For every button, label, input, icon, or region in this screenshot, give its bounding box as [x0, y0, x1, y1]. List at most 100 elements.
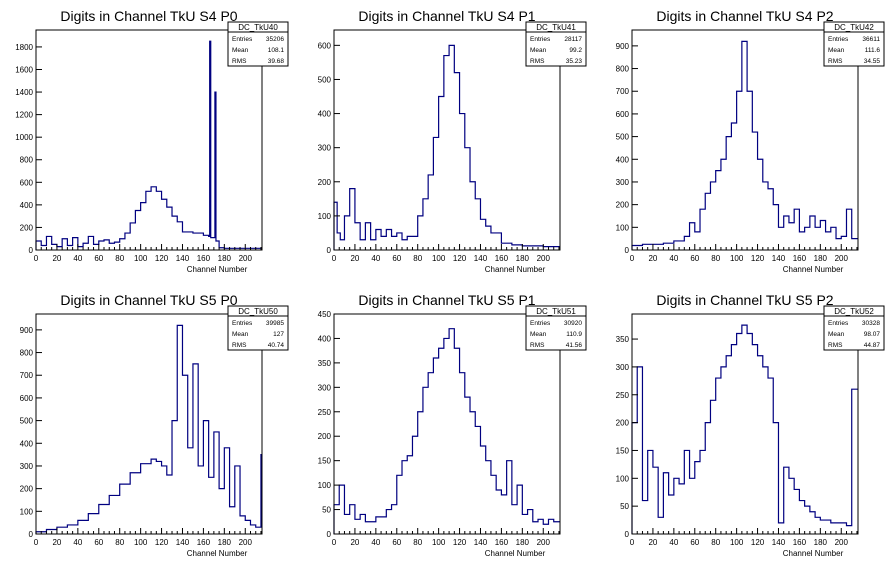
- y-tick-label: 250: [616, 391, 630, 400]
- x-tick-label: 0: [630, 254, 635, 263]
- x-tick-label: 40: [371, 538, 380, 547]
- y-tick-label: 300: [318, 144, 332, 153]
- stats-value: 110.9: [566, 331, 582, 338]
- x-tick-label: 140: [474, 538, 488, 547]
- y-tick-label: 600: [616, 110, 630, 119]
- x-tick-label: 0: [332, 538, 337, 547]
- y-tick-label: 200: [318, 432, 332, 441]
- stats-name: DC_TkU50: [238, 307, 278, 316]
- histogram-series: [631, 40, 858, 250]
- plot-frame: [333, 313, 561, 535]
- y-tick-label: 500: [318, 75, 332, 84]
- stats-label: Mean: [232, 331, 249, 338]
- x-tick-label: 160: [197, 254, 211, 263]
- x-axis-label: Channel Number: [187, 549, 248, 558]
- stats-value: 99.2: [569, 47, 582, 54]
- x-tick-label: 40: [73, 254, 82, 263]
- y-tick-label: 150: [318, 457, 332, 466]
- chart-title: Digits in Channel TkU S5 P1: [358, 292, 535, 308]
- stats-label: Entries: [232, 320, 253, 327]
- stats-value: 98.07: [864, 331, 881, 338]
- stats-value: 30328: [862, 320, 880, 327]
- stats-box: [227, 305, 289, 351]
- y-tick-label: 50: [322, 506, 331, 515]
- x-tick-label: 0: [630, 538, 635, 547]
- y-tick-label: 0: [327, 530, 332, 539]
- x-tick-label: 40: [371, 254, 380, 263]
- chart-title: Digits in Channel TkU S4 P1: [358, 8, 535, 24]
- x-tick-label: 120: [453, 538, 467, 547]
- x-tick-label: 60: [94, 538, 103, 547]
- x-tick-label: 200: [537, 254, 551, 263]
- x-tick-label: 200: [537, 538, 551, 547]
- x-tick-label: 140: [474, 254, 488, 263]
- y-tick-label: 200: [616, 201, 630, 210]
- histogram-panel: Digits in Channel TkU S5 P1 0 20 40 60 80 100 1…: [318, 292, 587, 558]
- stats-value: 34.55: [864, 58, 881, 65]
- y-tick-label: 0: [625, 530, 630, 539]
- y-tick-label: 300: [20, 462, 34, 471]
- x-tick-label: 160: [793, 538, 807, 547]
- y-tick-label: 1000: [15, 133, 33, 142]
- chart-title: Digits in Channel TkU S4 P2: [656, 8, 833, 24]
- y-tick-label: 700: [616, 87, 630, 96]
- x-tick-label: 60: [392, 254, 401, 263]
- stats-box: [525, 21, 587, 67]
- x-tick-label: 120: [751, 254, 765, 263]
- x-tick-label: 100: [432, 538, 446, 547]
- x-tick-label: 160: [495, 254, 509, 263]
- x-tick-label: 40: [73, 538, 82, 547]
- x-axis-label: Channel Number: [783, 549, 844, 558]
- stats-box: [227, 21, 289, 67]
- y-tick-label: 450: [318, 310, 332, 319]
- x-tick-label: 20: [52, 254, 61, 263]
- y-tick-label: 600: [20, 394, 34, 403]
- x-tick-label: 20: [350, 538, 359, 547]
- x-tick-label: 100: [730, 538, 744, 547]
- stats-label: RMS: [828, 58, 843, 65]
- stats-label: Entries: [828, 36, 849, 43]
- x-tick-label: 60: [690, 254, 699, 263]
- histogram-series: [631, 324, 858, 534]
- stats-value: 111.6: [865, 47, 881, 54]
- stats-name: DC_TkU41: [536, 23, 576, 32]
- stats-name: DC_TkU52: [834, 307, 874, 316]
- x-tick-label: 100: [730, 254, 744, 263]
- stats-value: 30920: [564, 320, 582, 327]
- y-tick-label: 600: [20, 178, 34, 187]
- x-tick-label: 80: [413, 538, 422, 547]
- x-tick-label: 200: [835, 254, 849, 263]
- x-tick-label: 120: [155, 538, 169, 547]
- x-tick-label: 180: [814, 254, 828, 263]
- x-tick-label: 140: [772, 538, 786, 547]
- stats-label: RMS: [530, 58, 545, 65]
- stats-label: Entries: [530, 36, 551, 43]
- x-tick-label: 140: [176, 538, 190, 547]
- y-tick-label: 1600: [15, 65, 33, 74]
- stats-value: 35206: [266, 36, 284, 43]
- y-tick-label: 0: [29, 246, 34, 255]
- y-tick-label: 0: [327, 246, 332, 255]
- y-tick-label: 0: [29, 530, 34, 539]
- x-tick-label: 0: [332, 254, 337, 263]
- histogram-panel: Digits in Channel TkU S5 P2 0 20 40 60 80 100 1…: [616, 292, 885, 558]
- stats-value: 41.56: [566, 342, 583, 349]
- stats-label: RMS: [232, 58, 247, 65]
- stats-label: RMS: [530, 342, 545, 349]
- plot-frame: [35, 313, 263, 535]
- y-tick-label: 100: [616, 223, 630, 232]
- y-tick-label: 0: [625, 246, 630, 255]
- chart-title: Digits in Channel TkU S5 P2: [656, 292, 833, 308]
- histogram-series: [35, 324, 262, 534]
- x-tick-label: 100: [432, 254, 446, 263]
- x-tick-label: 80: [115, 538, 124, 547]
- x-tick-label: 180: [218, 538, 232, 547]
- stats-label: Mean: [530, 331, 547, 338]
- stats-value: 39.68: [268, 58, 285, 65]
- y-tick-label: 300: [616, 178, 630, 187]
- histogram-series: [35, 40, 262, 250]
- stats-value: 44.87: [864, 342, 881, 349]
- y-tick-label: 250: [318, 408, 332, 417]
- x-tick-label: 160: [197, 538, 211, 547]
